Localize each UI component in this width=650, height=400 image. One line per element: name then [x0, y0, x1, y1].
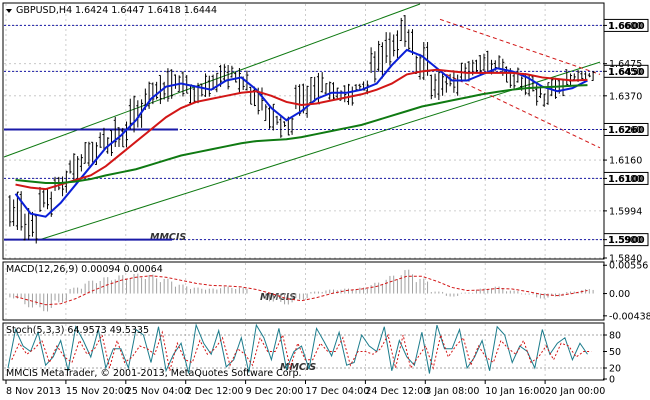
ohlc-text: 1.6424 1.6447 1.6418 1.6444: [75, 5, 217, 16]
symbol-label: GBPUSD,H4: [16, 5, 72, 16]
y-tick-label: 1.6100: [609, 174, 642, 185]
moving-average-line: [14, 48, 588, 218]
grid-lines: [4, 4, 603, 379]
channel-upper-line: [3, 3, 421, 158]
x-tick-label: 9 Dec 20:00: [246, 386, 304, 397]
stoch-y-tick-label: 0: [609, 375, 615, 386]
x-tick-label: 8 Nov 2013: [6, 386, 61, 397]
stoch-series: [7, 323, 592, 374]
watermark-text: MMCIS: [280, 362, 316, 373]
y-tick-label: 1.6370: [609, 91, 642, 102]
price-tag-label: 1.6600: [608, 21, 645, 32]
y-tick-label: 1.6475: [609, 59, 642, 70]
stoch-y-tick-label: 50: [609, 347, 621, 358]
price-tag-label: 1.6260: [608, 125, 645, 136]
macd-series: [9, 269, 594, 312]
macd-signal-line: [15, 275, 588, 306]
y-tick-label: 1.6260: [609, 125, 642, 136]
y-tick-label: 1.5994: [609, 206, 642, 217]
x-tick-label: 25 Nov 04:00: [126, 386, 190, 397]
price-tag-label: 1.6450: [608, 67, 645, 78]
y-tick-label: 1.6450: [609, 67, 642, 78]
symbol-header: GBPUSD,H4 1.6424 1.6447 1.6418 1.6444: [6, 5, 217, 16]
price-tag-label: 1.6100: [608, 174, 645, 185]
x-tick-label: 20 Jan 00:00: [545, 386, 605, 397]
stoch-y-tick-label: 20: [609, 364, 621, 375]
watermark-text: MMCIS: [260, 292, 296, 303]
y-tick-label: 1.5840: [609, 254, 642, 265]
x-tick-label: 15 Nov 20:00: [66, 386, 130, 397]
x-tick-label: 24 Dec 12:00: [365, 386, 429, 397]
x-tick-label: 17 Dec 04:00: [306, 386, 370, 397]
macd-y-tick-label: -0.00438: [609, 311, 650, 322]
x-tick-label: 2 Dec 12:00: [186, 386, 244, 397]
support-resistance-lines: 1.6600 1.6450 1.6260 1.6100 1.5900: [4, 18, 649, 247]
stoch-label: Stoch(5,3,3) 64.9573 49.5335: [6, 325, 149, 336]
macd-label: MACD(12,26,9) 0.00094 0.00064: [6, 264, 163, 275]
collapse-triangle-icon: [6, 9, 12, 13]
moving-average-line: [15, 84, 588, 185]
x-tick-label: 3 Jan 08:00: [425, 386, 479, 397]
price-tag-label: 1.5900: [608, 235, 645, 246]
moving-averages: [14, 48, 588, 218]
y-tick-label: 1.6160: [609, 156, 642, 167]
macd-y-tick-label: 0.00: [609, 289, 630, 300]
stoch-k-line: [7, 323, 588, 374]
watermark-text: MMCIS: [150, 232, 186, 243]
channel-down-lower: [439, 70, 601, 149]
y-tick-label: 1.6600: [609, 21, 642, 32]
stoch-y-tick-label: 80: [609, 331, 621, 342]
macd-panel-frame: [2, 261, 605, 321]
watermarks: MMCIS MMCIS MMCIS: [150, 232, 316, 373]
stoch-d-line: [11, 330, 592, 371]
trend-channels: [3, 3, 601, 241]
macd-y-tick-label: 0.00556: [609, 261, 648, 272]
x-tick-label: 10 Jan 16:00: [485, 386, 545, 397]
y-tick-label: 1.5900: [609, 235, 642, 246]
moving-average-line: [15, 68, 588, 191]
channel-lower-line: [39, 61, 601, 241]
channel-down-upper: [439, 18, 601, 75]
footer-copyright: MMCIS MetaTrader, © 2001-2013, MetaQuote…: [6, 368, 302, 379]
